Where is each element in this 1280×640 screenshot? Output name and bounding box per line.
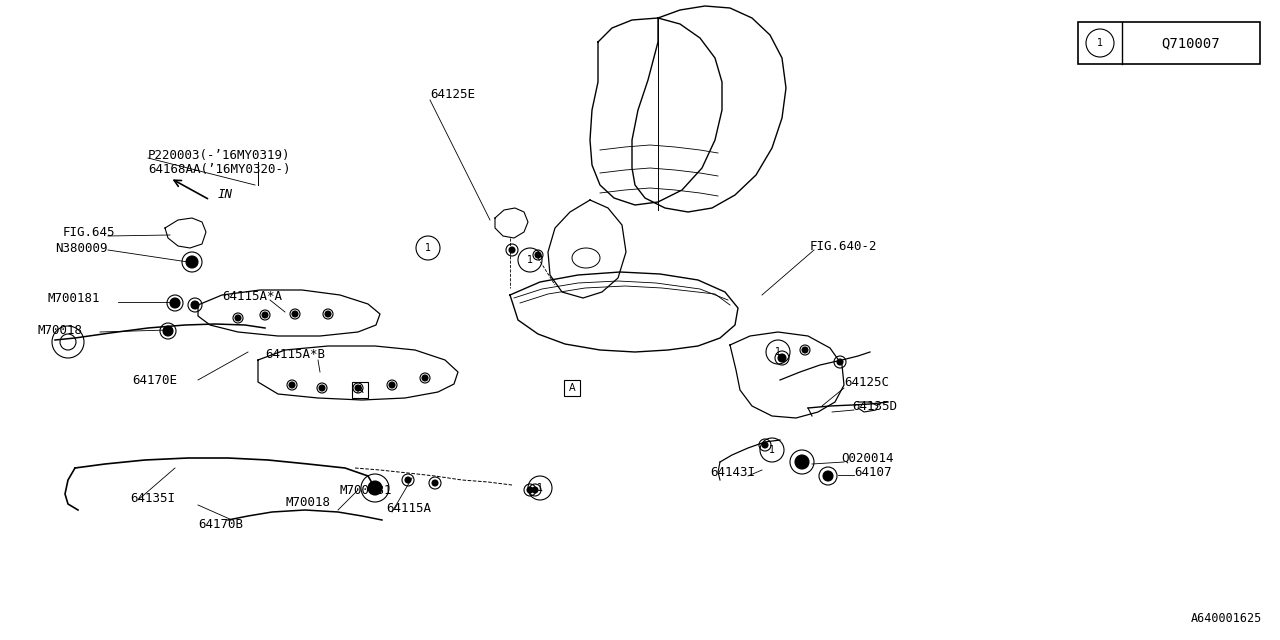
Text: 64115A: 64115A xyxy=(387,502,431,515)
Text: N380009: N380009 xyxy=(55,241,108,255)
Text: M700181: M700181 xyxy=(47,292,100,305)
Text: A640001625: A640001625 xyxy=(1190,611,1262,625)
Circle shape xyxy=(422,375,428,381)
Circle shape xyxy=(837,359,844,365)
Circle shape xyxy=(527,487,532,493)
Text: 64135I: 64135I xyxy=(131,492,175,504)
Circle shape xyxy=(170,298,180,308)
Text: FIG.645: FIG.645 xyxy=(63,225,115,239)
Circle shape xyxy=(404,477,411,483)
Text: 64143I: 64143I xyxy=(710,465,755,479)
Text: P220003(-’16MY0319): P220003(-’16MY0319) xyxy=(148,148,291,161)
Circle shape xyxy=(325,311,332,317)
Circle shape xyxy=(389,382,396,388)
Circle shape xyxy=(289,382,294,388)
Text: A: A xyxy=(568,383,575,393)
Circle shape xyxy=(509,247,515,253)
Circle shape xyxy=(236,315,241,321)
Text: Q710007: Q710007 xyxy=(1162,36,1220,50)
Text: 1: 1 xyxy=(527,255,532,265)
Circle shape xyxy=(369,481,381,495)
Circle shape xyxy=(532,487,538,493)
Text: 64168AA(’16MY0320-): 64168AA(’16MY0320-) xyxy=(148,163,291,177)
Circle shape xyxy=(355,385,361,391)
Circle shape xyxy=(762,442,768,448)
Bar xyxy=(564,380,580,396)
Text: 1: 1 xyxy=(1097,38,1103,48)
Circle shape xyxy=(319,385,325,391)
Text: 64107: 64107 xyxy=(854,467,891,479)
Text: 1: 1 xyxy=(536,483,543,493)
Text: 64125E: 64125E xyxy=(430,88,475,102)
Text: 64115A*B: 64115A*B xyxy=(265,349,325,362)
Text: Q020014: Q020014 xyxy=(841,451,893,465)
Circle shape xyxy=(163,326,173,336)
Text: 64115A*A: 64115A*A xyxy=(221,289,282,303)
Text: 1: 1 xyxy=(769,445,776,455)
Text: M70018: M70018 xyxy=(285,497,330,509)
Text: M70018: M70018 xyxy=(38,323,83,337)
Text: 64135D: 64135D xyxy=(852,401,897,413)
Circle shape xyxy=(823,471,833,481)
Text: 64170B: 64170B xyxy=(198,518,243,531)
Text: 1: 1 xyxy=(774,347,781,357)
Text: 64170E: 64170E xyxy=(132,374,177,387)
Circle shape xyxy=(795,455,809,469)
Circle shape xyxy=(191,301,198,309)
Circle shape xyxy=(778,354,786,362)
Circle shape xyxy=(535,252,541,258)
Text: IN: IN xyxy=(218,189,233,202)
Text: 64125C: 64125C xyxy=(844,376,890,390)
Text: A: A xyxy=(357,385,364,395)
Circle shape xyxy=(292,311,298,317)
Text: FIG.640-2: FIG.640-2 xyxy=(810,241,878,253)
Bar xyxy=(1078,22,1260,64)
Circle shape xyxy=(186,256,198,268)
Text: M700181: M700181 xyxy=(340,483,393,497)
Circle shape xyxy=(433,480,438,486)
Text: 1: 1 xyxy=(425,243,431,253)
Circle shape xyxy=(262,312,268,318)
Bar xyxy=(352,382,369,398)
Circle shape xyxy=(803,347,808,353)
